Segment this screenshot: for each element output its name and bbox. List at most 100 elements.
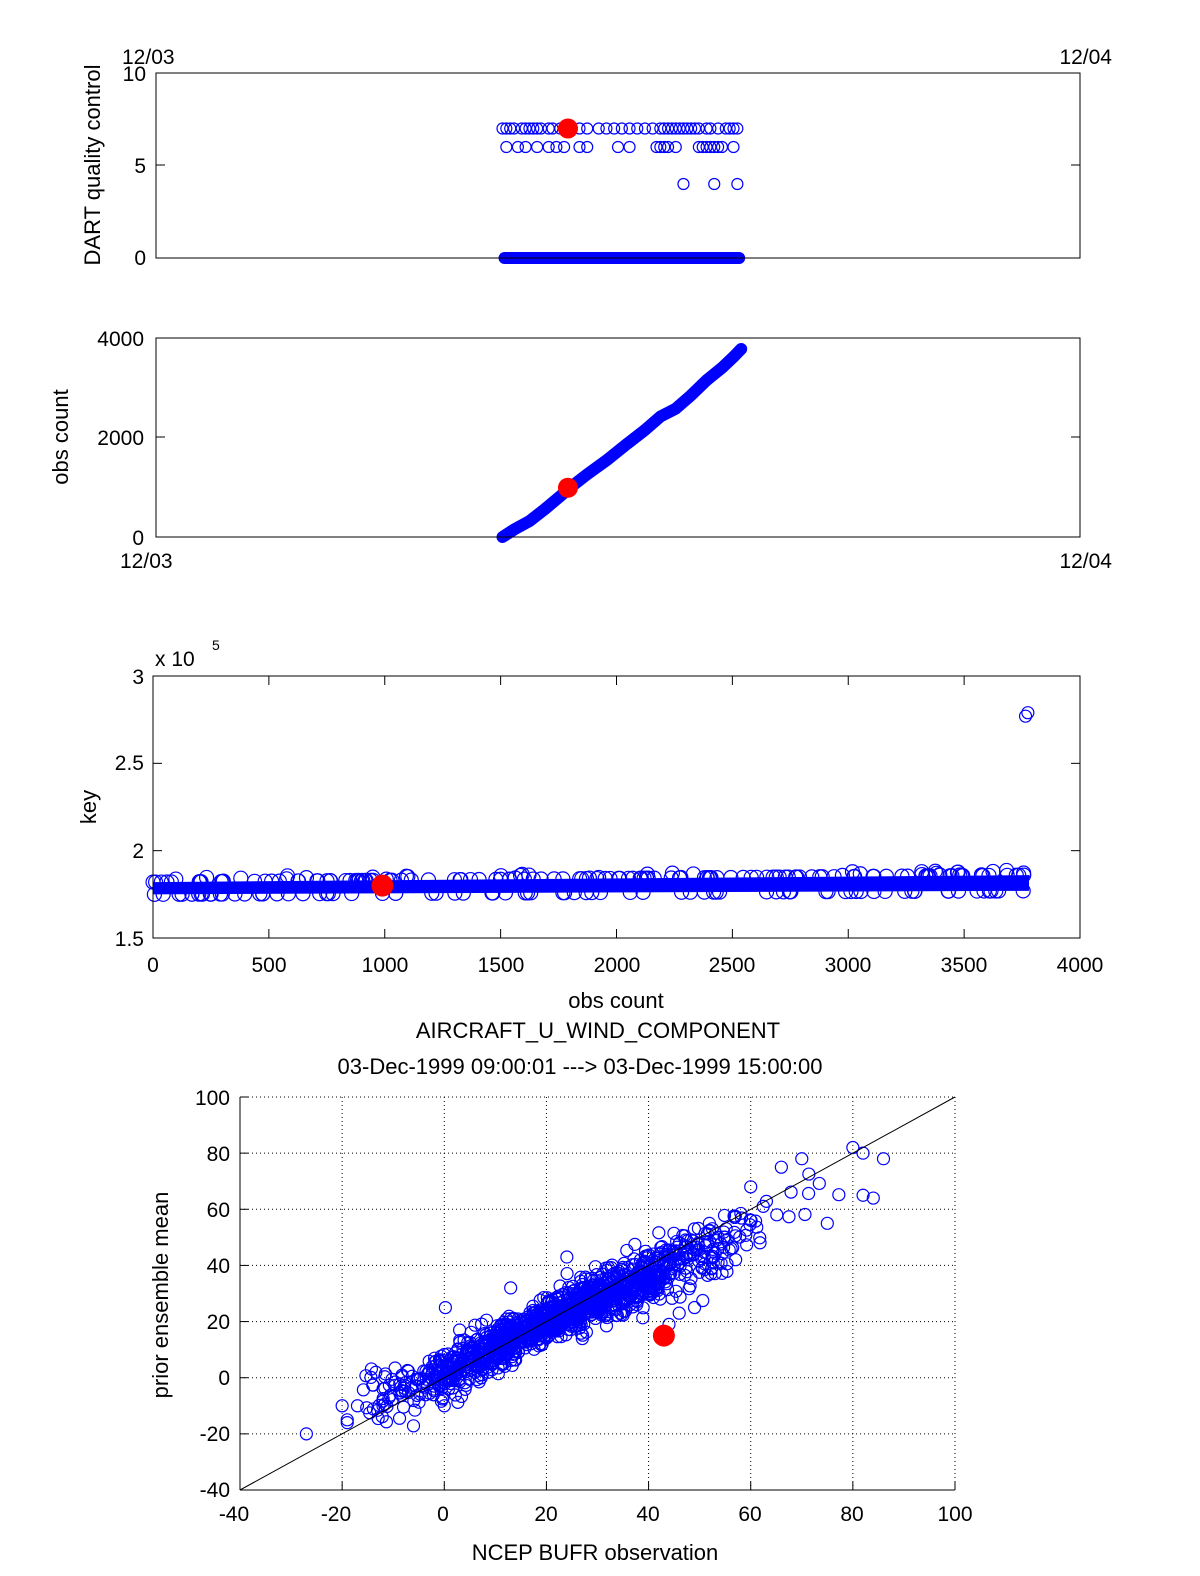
- obs-marker: [843, 883, 859, 900]
- obs-marker: [436, 1373, 450, 1387]
- obs-marker: [611, 140, 625, 154]
- obs-marker: [708, 177, 721, 191]
- obs-marker: [848, 883, 864, 900]
- obs-marker: [364, 1370, 378, 1384]
- scatter-xtick-label-neg20: -20: [321, 1503, 351, 1526]
- obs-marker: [498, 1359, 512, 1373]
- obs-marker: [952, 867, 968, 883]
- obs-marker: [709, 1233, 723, 1248]
- obs-marker: [393, 1386, 407, 1400]
- obs-marker: [369, 1365, 383, 1379]
- obs-marker: [494, 1357, 508, 1371]
- key-ylabel: key: [76, 790, 101, 824]
- obs-marker: [434, 1381, 449, 1396]
- obs-marker: [457, 1355, 471, 1369]
- obs-marker: [999, 867, 1015, 883]
- qc-ytick-label-10: 10: [123, 63, 146, 86]
- obs-marker: [698, 1262, 712, 1277]
- obs-marker: [576, 1328, 590, 1342]
- obs-marker: [342, 872, 358, 889]
- obs-marker: [599, 1308, 613, 1322]
- scatter-xtick-label-80: 80: [840, 1503, 863, 1526]
- obs-marker: [428, 885, 444, 901]
- qc-top-right-date: 12/04: [1059, 46, 1112, 69]
- obs-marker: [720, 1233, 734, 1247]
- obs-marker: [579, 1325, 594, 1339]
- qc-ytick-label-5: 5: [134, 155, 146, 178]
- obs-marker: [599, 1319, 614, 1333]
- key-xlabel: obs count: [568, 988, 663, 1013]
- obs-marker: [557, 140, 571, 154]
- obs-marker: [438, 1300, 453, 1315]
- obs-marker: [623, 122, 636, 135]
- key-xtick-label-3000: 3000: [825, 954, 872, 977]
- scatter-xtick-label-20: 20: [534, 1503, 557, 1526]
- obs-marker: [661, 140, 675, 154]
- obs-marker: [622, 884, 638, 901]
- obscount-data-layer: [496, 342, 748, 543]
- obs-marker: [468, 1318, 482, 1332]
- obs-marker: [1018, 709, 1033, 723]
- obs-marker: [592, 122, 605, 135]
- obs-marker: [295, 886, 311, 902]
- obs-marker: [753, 1236, 767, 1250]
- obs-marker: [468, 1351, 483, 1365]
- selected-obs-marker[interactable]: [557, 118, 578, 139]
- obs-marker: [454, 1367, 468, 1381]
- obs-marker: [1011, 867, 1027, 883]
- obs-marker: [500, 122, 513, 135]
- obs-marker: [237, 886, 253, 902]
- obs-marker: [673, 869, 689, 886]
- obs-marker: [630, 1289, 644, 1304]
- obs-marker: [360, 1401, 374, 1415]
- obs-marker: [662, 1257, 676, 1272]
- obs-marker: [398, 1384, 412, 1398]
- obs-marker: [578, 885, 594, 901]
- obs-marker: [661, 1283, 675, 1297]
- obs-marker: [355, 872, 371, 889]
- obs-marker: [344, 885, 360, 902]
- selected-obs-marker[interactable]: [652, 1324, 675, 1347]
- obs-marker: [550, 140, 563, 154]
- selected-obs-marker[interactable]: [371, 874, 394, 897]
- obs-marker: [791, 869, 808, 885]
- obs-marker: [715, 1266, 729, 1280]
- scatter-ytick-label-20: 20: [207, 1311, 230, 1334]
- key-data-layer: [145, 706, 1035, 902]
- obs-marker: [706, 1242, 720, 1256]
- obs-marker: [611, 1266, 625, 1280]
- obs-marker: [155, 886, 171, 902]
- obs-marker: [942, 868, 958, 884]
- obs-marker: [537, 1330, 551, 1344]
- obs-marker: [533, 871, 549, 887]
- obs-marker: [214, 873, 230, 890]
- obs-marker: [385, 1392, 399, 1407]
- scatter-ytick-label-neg40: -40: [200, 1479, 230, 1502]
- obs-marker: [501, 871, 517, 887]
- obs-marker: [798, 1207, 812, 1222]
- obs-marker: [550, 1330, 565, 1344]
- obs-marker: [413, 1372, 427, 1386]
- obs-marker: [631, 122, 644, 135]
- key-multiplier: x 10: [155, 648, 195, 671]
- scatter-subtitle: 03-Dec-1999 09:00:01 ---> 03-Dec-1999 15…: [338, 1054, 823, 1079]
- obs-marker: [432, 1365, 446, 1379]
- key-xtick-label-4000: 4000: [1057, 954, 1104, 977]
- obs-marker: [340, 1416, 354, 1430]
- obs-marker: [704, 122, 717, 135]
- obs-marker: [684, 1271, 698, 1286]
- key-ticks: [153, 676, 1080, 938]
- obs-marker: [744, 1180, 758, 1194]
- obs-marker: [488, 1332, 502, 1346]
- obs-marker: [454, 1389, 469, 1404]
- selected-obs-marker[interactable]: [557, 477, 578, 498]
- obs-marker: [950, 883, 967, 899]
- obs-marker: [539, 1331, 553, 1345]
- obs-marker: [538, 1308, 553, 1322]
- obs-marker: [703, 870, 719, 886]
- obs-marker: [653, 1275, 667, 1289]
- obs-marker: [504, 1281, 518, 1295]
- obs-marker: [581, 140, 594, 154]
- obs-marker: [388, 1378, 402, 1392]
- obs-marker: [602, 870, 618, 887]
